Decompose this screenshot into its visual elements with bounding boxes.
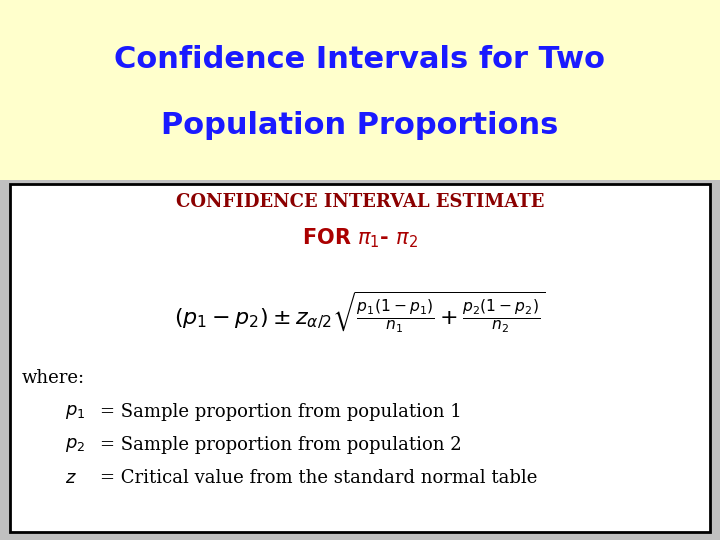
Text: Confidence Intervals for Two: Confidence Intervals for Two (114, 45, 606, 75)
FancyBboxPatch shape (10, 184, 710, 532)
Text: $p_1$: $p_1$ (65, 403, 86, 421)
Text: $p_2$: $p_2$ (65, 436, 85, 454)
Text: where:: where: (22, 369, 85, 387)
FancyBboxPatch shape (0, 0, 720, 180)
Text: Population Proportions: Population Proportions (161, 111, 559, 139)
Text: $\left(p_1 - p_2\right) \pm z_{\alpha/2}\sqrt{\frac{p_1(1-p_1)}{n_1} + \frac{p_2: $\left(p_1 - p_2\right) \pm z_{\alpha/2}… (174, 289, 546, 335)
Text: CONFIDENCE INTERVAL ESTIMATE: CONFIDENCE INTERVAL ESTIMATE (176, 193, 544, 211)
Text: = Sample proportion from population 1: = Sample proportion from population 1 (100, 403, 462, 421)
Text: = Sample proportion from population 2: = Sample proportion from population 2 (100, 436, 462, 454)
Text: FOR $\boldsymbol{\pi_1}$- $\boldsymbol{\pi_2}$: FOR $\boldsymbol{\pi_1}$- $\boldsymbol{\… (302, 226, 418, 250)
Text: $z$: $z$ (65, 469, 77, 487)
Text: = Critical value from the standard normal table: = Critical value from the standard norma… (100, 469, 537, 487)
